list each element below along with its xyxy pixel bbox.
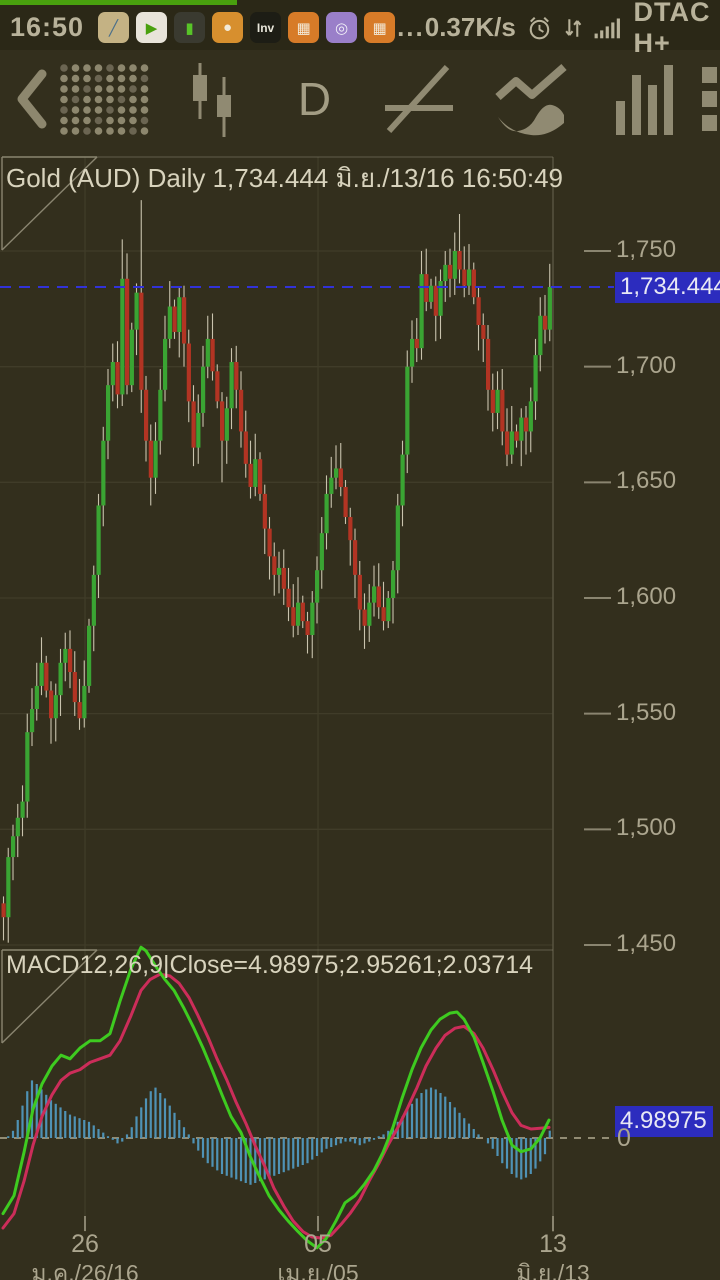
network-speed: 0.37K/s [424,12,516,42]
play-store-icon: ▶ [136,12,168,43]
back-to-quotes-button[interactable] [0,50,158,148]
alarm-icon [529,16,550,39]
grid-icon [60,64,149,135]
battery-app-icon: ▮ [174,12,206,43]
chat-app-icon: ● [212,12,244,43]
clock-text: 16:50 [10,12,85,42]
chart-toolbar: D [0,50,720,148]
signal-strength-icon [594,17,621,38]
circle-app-icon: ◎ [326,12,358,43]
crosshair-button[interactable] [363,50,475,148]
cleaner-app-icon: ╱ [98,12,130,43]
status-bar: 16:50 ╱ ▶ ▮ ● Inv ▦ ◎ ▦ ... 0.37K/s [0,0,720,58]
candlestick-style-button[interactable] [158,50,265,148]
chart-bars-button[interactable] [588,50,700,148]
indicators-button[interactable] [476,50,588,148]
more-notifications-icon: ... [397,12,425,42]
investing-app-icon: Inv [250,12,282,43]
overflow-menu-button[interactable] [700,50,720,148]
notification-icons: ╱ ▶ ▮ ● Inv ▦ ◎ ▦ [98,12,396,43]
lazada2-app-icon: ▦ [364,12,396,43]
data-transfer-icon [565,18,582,37]
timeframe-button[interactable]: D [297,73,332,125]
lazada-app-icon: ▦ [288,12,320,43]
progress-strip [0,0,237,5]
carrier-text: DTAC H+ [633,0,711,58]
